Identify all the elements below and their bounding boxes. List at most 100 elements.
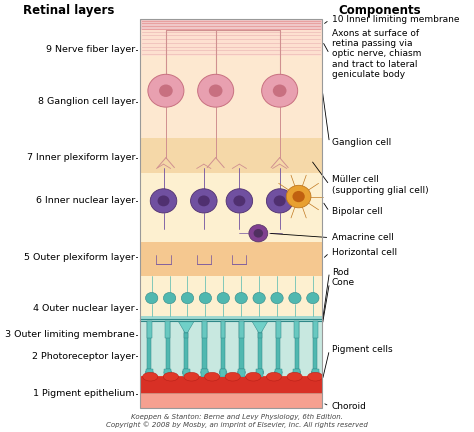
Bar [258, 333, 262, 338]
Circle shape [292, 191, 305, 202]
Ellipse shape [201, 369, 209, 375]
Ellipse shape [256, 369, 264, 375]
Circle shape [266, 189, 293, 213]
Bar [221, 322, 225, 369]
Bar [295, 322, 299, 369]
Circle shape [249, 225, 268, 242]
Bar [140, 19, 322, 30]
Bar [140, 316, 322, 322]
Text: Amacrine cell: Amacrine cell [332, 233, 394, 242]
Bar [239, 321, 244, 338]
Circle shape [191, 189, 217, 213]
Bar [276, 322, 281, 369]
Circle shape [233, 195, 246, 206]
Circle shape [286, 185, 311, 208]
Text: Bipolar cell: Bipolar cell [332, 207, 383, 216]
Bar [201, 369, 208, 377]
Bar [140, 242, 322, 276]
Circle shape [198, 195, 210, 206]
Ellipse shape [205, 372, 219, 381]
Bar [202, 322, 207, 369]
Bar [276, 321, 281, 338]
Circle shape [271, 292, 283, 304]
Circle shape [235, 292, 247, 304]
Bar [140, 19, 322, 408]
Circle shape [148, 74, 184, 107]
Bar [147, 322, 151, 369]
Bar [165, 322, 170, 369]
Bar [184, 333, 188, 338]
Ellipse shape [274, 369, 282, 375]
Bar [140, 173, 322, 242]
Text: 5 Outer plexiform layer: 5 Outer plexiform layer [24, 253, 135, 261]
Ellipse shape [266, 372, 282, 381]
Circle shape [262, 74, 298, 107]
Text: 2 Photoreceptor layer: 2 Photoreceptor layer [32, 352, 135, 361]
Circle shape [217, 292, 229, 304]
Bar [140, 276, 322, 316]
Bar [140, 393, 322, 408]
Circle shape [157, 195, 170, 206]
Circle shape [209, 85, 222, 97]
Text: Horizontal cell: Horizontal cell [332, 248, 397, 257]
Bar [219, 369, 227, 377]
Text: Components: Components [338, 4, 420, 17]
Ellipse shape [182, 369, 190, 375]
Bar [147, 321, 152, 338]
Bar [293, 369, 300, 377]
Circle shape [273, 85, 286, 97]
Polygon shape [179, 322, 194, 333]
Ellipse shape [146, 369, 153, 375]
Bar [294, 321, 299, 338]
Bar [313, 321, 318, 338]
Ellipse shape [225, 372, 240, 381]
Ellipse shape [163, 372, 178, 381]
Circle shape [273, 195, 286, 206]
Text: Pigment cells: Pigment cells [332, 346, 392, 354]
Bar [140, 30, 322, 56]
Text: Rod: Rod [332, 268, 349, 276]
Circle shape [253, 292, 265, 304]
Text: 4 Outer nuclear layer: 4 Outer nuclear layer [34, 305, 135, 313]
Text: Koeppen & Stanton: Berne and Levy Physiology, 6th Edition.
Copyright © 2008 by M: Koeppen & Stanton: Berne and Levy Physio… [106, 414, 368, 428]
Bar [258, 322, 262, 369]
Bar [238, 369, 245, 377]
Bar [140, 322, 322, 376]
Text: 7 Inner plexiform layer: 7 Inner plexiform layer [27, 153, 135, 162]
Bar [140, 138, 322, 173]
Circle shape [199, 292, 211, 304]
Text: 1 Pigment epithelium: 1 Pigment epithelium [34, 390, 135, 398]
Bar [275, 369, 282, 377]
Polygon shape [252, 322, 267, 333]
Bar [140, 56, 322, 138]
Circle shape [198, 74, 234, 107]
Bar [183, 369, 190, 377]
Bar [146, 369, 153, 377]
Circle shape [254, 229, 263, 238]
Text: Cone: Cone [332, 279, 355, 287]
Circle shape [164, 292, 176, 304]
Bar [256, 369, 264, 377]
Circle shape [226, 189, 253, 213]
Circle shape [146, 292, 158, 304]
Text: Choroid: Choroid [332, 402, 367, 410]
Ellipse shape [143, 372, 158, 381]
Bar [140, 376, 322, 393]
Text: 8 Ganglion cell layer: 8 Ganglion cell layer [37, 97, 135, 106]
Ellipse shape [293, 369, 301, 375]
Text: 6 Inner nuclear layer: 6 Inner nuclear layer [36, 197, 135, 205]
Bar [202, 321, 207, 338]
Bar [140, 377, 322, 393]
Ellipse shape [237, 369, 246, 375]
Circle shape [307, 292, 319, 304]
Bar [221, 321, 226, 338]
Bar [165, 321, 170, 338]
Ellipse shape [219, 369, 227, 375]
Bar [184, 322, 188, 369]
Ellipse shape [287, 372, 302, 381]
Bar [313, 322, 318, 369]
Circle shape [159, 85, 173, 97]
Ellipse shape [308, 372, 323, 381]
Ellipse shape [311, 369, 319, 375]
Bar [239, 322, 244, 369]
